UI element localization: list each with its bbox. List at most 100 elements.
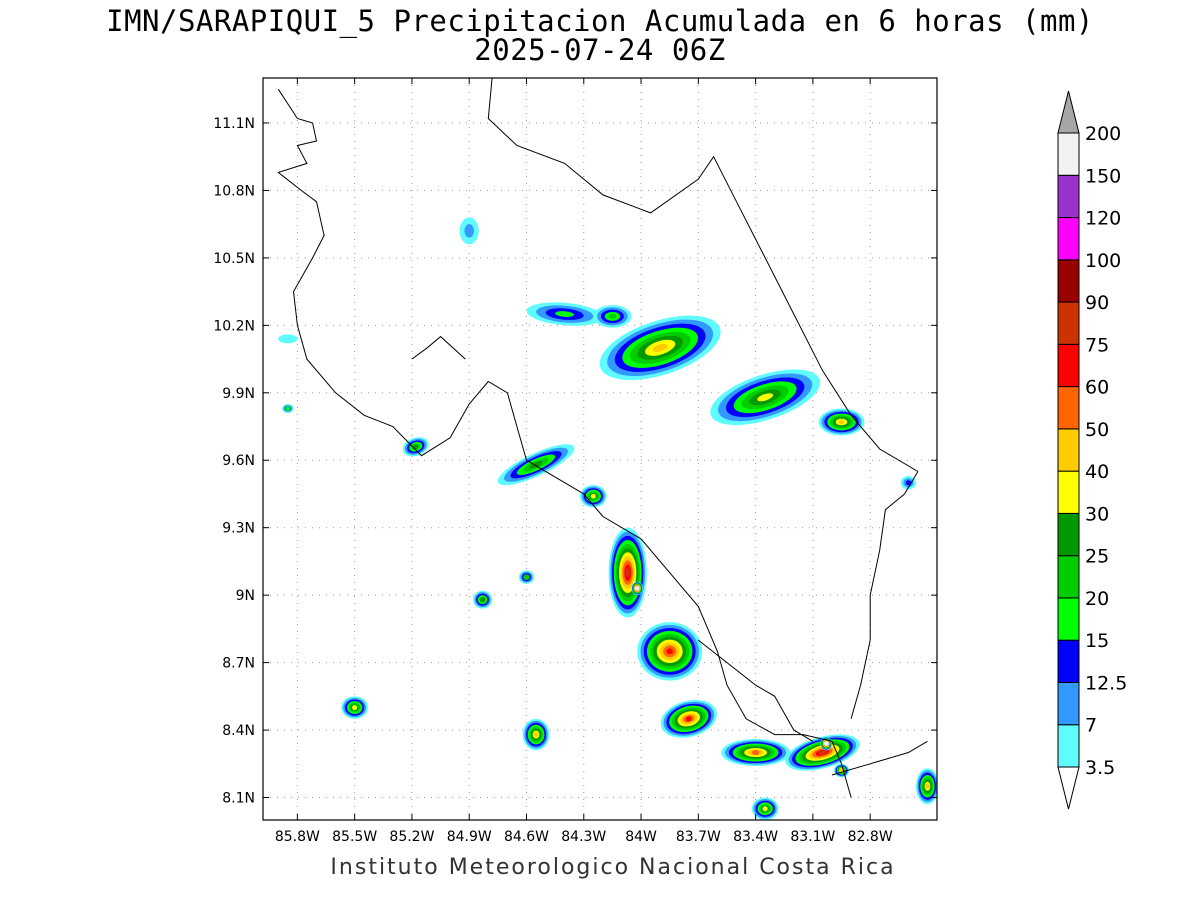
lat-tick-label: 9.9N [222, 386, 255, 402]
colorbar-swatch [1057, 639, 1080, 683]
precip-cell [660, 699, 717, 738]
lat-tick-label: 10.5N [213, 251, 255, 267]
precip-contour [924, 783, 930, 789]
colorbar-swatch [1057, 555, 1080, 599]
colorbar-level-label: 30 [1085, 503, 1109, 525]
colorbar-level-label: 20 [1085, 588, 1109, 610]
precip-contour [608, 313, 617, 319]
colorbar-swatch [1057, 386, 1080, 430]
precip-cell [593, 305, 632, 328]
lon-tick-label: 85.8W [275, 829, 320, 845]
colorbar-swatch [1057, 259, 1080, 303]
lon-tick-label: 84.6W [504, 829, 549, 845]
colorbar-swatch [1057, 724, 1080, 768]
colorbar-swatch [1057, 217, 1080, 261]
colorbar-swatch [1057, 512, 1080, 557]
longitude-axis: 85.8W 85.5W 85.2W 84.9W 84.6W 84.3W 84W 83.7W 83… [275, 78, 893, 845]
lat-tick-label: 9N [236, 588, 255, 604]
lat-tick-label: 9.3N [222, 521, 255, 537]
lat-tick-label: 10.8N [213, 183, 255, 199]
colorbar-level-label: 100 [1085, 250, 1121, 272]
colorbar-swatch [1057, 174, 1080, 219]
precip-cell [473, 590, 493, 609]
colorbar-level-label: 50 [1085, 419, 1109, 441]
precip-contour [480, 597, 486, 603]
precip-contour [823, 741, 829, 747]
lat-tick-label: 8.4N [222, 723, 255, 739]
precip-cell [916, 768, 937, 805]
precip-contour [285, 406, 291, 412]
precip-contour [838, 419, 845, 425]
precip-contour [555, 311, 575, 318]
precip-cell [341, 696, 369, 719]
colorbar-level-label: 60 [1085, 377, 1109, 399]
precip-cell [402, 437, 429, 457]
precip-cell [459, 217, 479, 245]
lon-tick-label: 83.7W [676, 829, 721, 845]
precip-cell [579, 484, 607, 508]
coastlines [277, 78, 928, 798]
precip-cell [721, 739, 790, 767]
colorbar-swatch [1057, 343, 1080, 388]
precip-cell [522, 718, 550, 751]
colorbar-level-label: 75 [1085, 334, 1109, 356]
precip-contour [685, 716, 692, 722]
colorbar-swatch [1057, 301, 1080, 345]
precip-cell [282, 404, 294, 414]
colorbar-level-label: 200 [1085, 123, 1121, 145]
credit-text: Instituto Meteorologico Nacional Costa R… [330, 855, 896, 880]
lon-tick-label: 84W [625, 829, 657, 845]
lat-tick-label: 8.1N [222, 791, 255, 807]
chart-subtitle-date: 2025-07-24 06Z [474, 33, 726, 67]
precip-contour [529, 461, 543, 469]
colorbar-swatch [1057, 470, 1080, 514]
precip-contour [464, 224, 474, 238]
precip-cell [518, 570, 535, 584]
latitude-axis: 11.1N 10.8N 10.5N 10.2N 9.9N 9.6N 9.3N 9N 8.7N 8.… [213, 116, 937, 807]
precip-cell [818, 408, 865, 436]
precip-cell [497, 444, 575, 486]
precip-contour [652, 343, 668, 352]
colorbar-level-label: 150 [1085, 165, 1121, 187]
precip-contour [751, 750, 760, 756]
lat-tick-label: 8.7N [222, 656, 255, 672]
lat-tick-label: 11.1N [213, 116, 255, 132]
colorbar-level-label: 90 [1085, 292, 1109, 314]
coastline [697, 639, 814, 742]
precip-cell [751, 797, 779, 820]
precip-contour [523, 574, 529, 580]
gridlines [263, 78, 937, 820]
coastline [487, 78, 919, 472]
coastline [411, 335, 466, 360]
precip-contour [905, 480, 911, 486]
precip-contour [666, 648, 673, 655]
lon-tick-label: 82.8W [848, 829, 893, 845]
colorbar-level-label: 40 [1085, 461, 1109, 483]
colorbar-swatch [1057, 597, 1080, 641]
lon-tick-label: 83.4W [733, 829, 778, 845]
colorbar-swatch [1057, 132, 1080, 176]
chart-title: IMN/SARAPIQUI_5 Precipitacion Acumulada … [106, 4, 1094, 38]
lat-tick-label: 9.6N [222, 453, 255, 469]
colorbar-level-label: 120 [1085, 208, 1121, 230]
colorbar-swatch [1057, 428, 1080, 472]
precip-cell [526, 302, 603, 326]
coastline [831, 740, 928, 776]
colorbar-top-arrow [1057, 90, 1080, 134]
colorbar-swatch [1057, 681, 1080, 726]
coastline [277, 88, 852, 798]
precip-cell [608, 527, 647, 618]
precip-cell [631, 581, 643, 596]
precip-contour [762, 806, 768, 812]
colorbar-legend: 3.5 7 12.5 15 20 25 30 40 50 60 75 90 100 120 150 200 [1057, 90, 1127, 810]
colorbar-level-label: 25 [1085, 546, 1109, 568]
precip-contour [278, 334, 298, 344]
precip-contour [590, 493, 596, 499]
colorbar-bottom-arrow [1057, 766, 1080, 810]
precip-cell [900, 475, 916, 490]
precip-contour [625, 568, 631, 577]
lon-tick-label: 85.2W [389, 829, 434, 845]
precip-contour [533, 732, 539, 738]
precip-cell [278, 334, 298, 344]
